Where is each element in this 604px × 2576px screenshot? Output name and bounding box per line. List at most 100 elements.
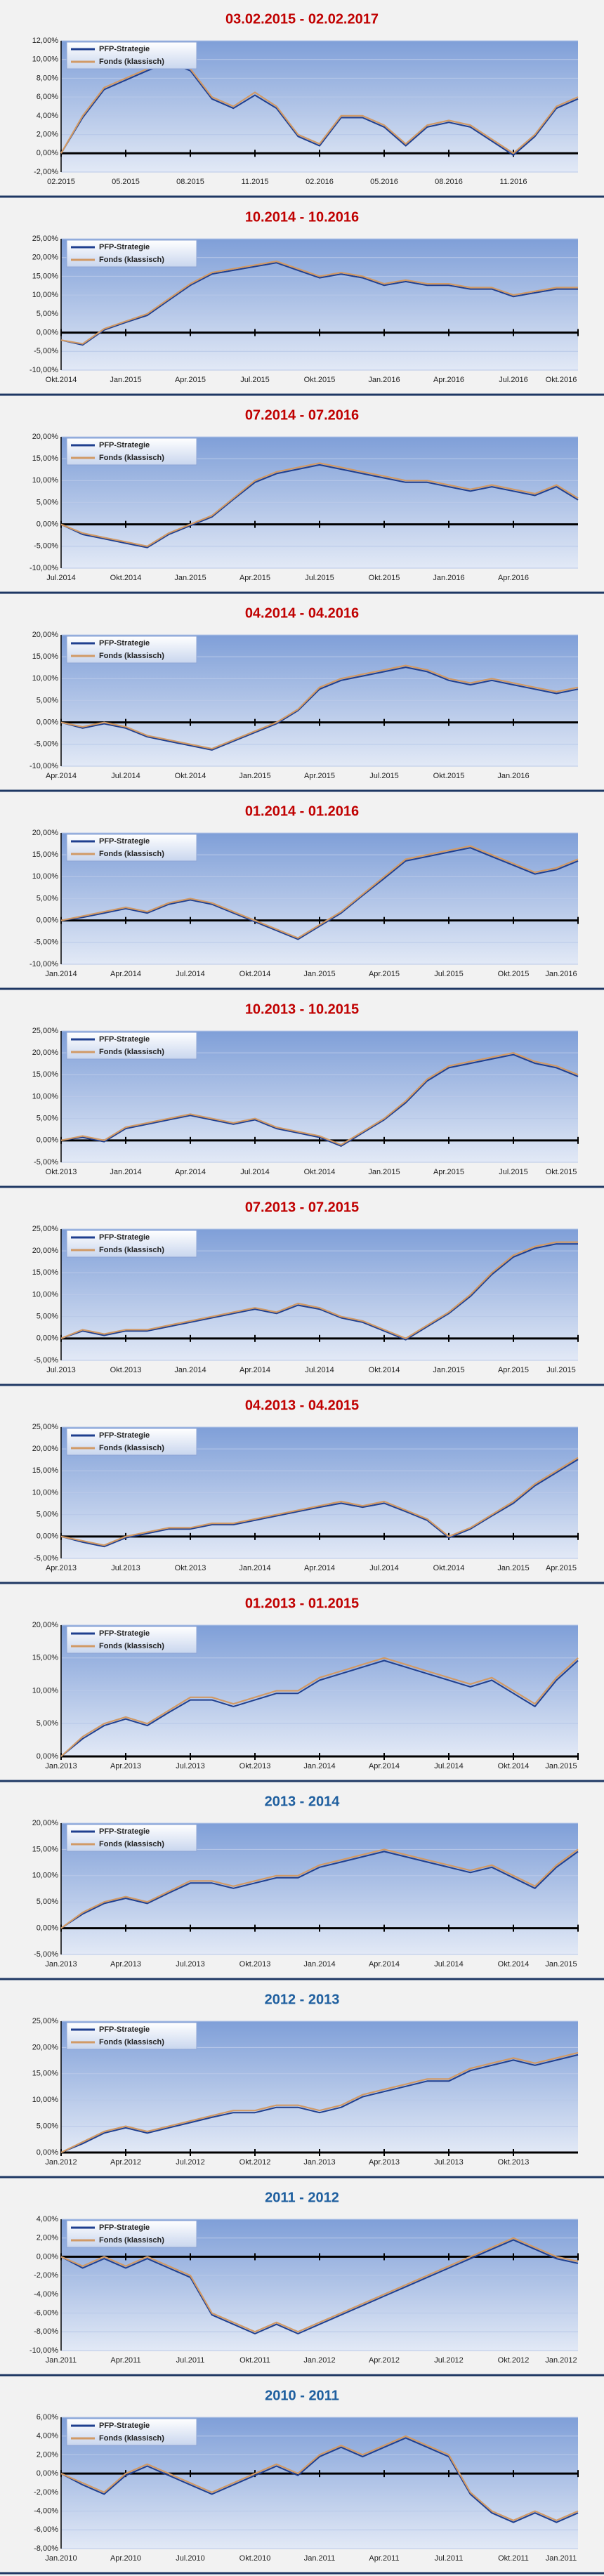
series-line [60,2051,579,2153]
legend-label: PFP-Strategie [99,243,150,251]
x-tick-label: Jan.2014 [45,970,77,978]
x-tick-label: Okt.2014 [433,1564,465,1572]
x-tick-label: Okt.2010 [239,2554,271,2563]
y-tick-label: 15,00% [32,1070,59,1079]
series-line [60,1053,579,1147]
legend-label: Fonds (klassisch) [99,1642,164,1650]
series-line [60,2239,579,2334]
x-tick-label: Apr.2013 [110,1762,141,1770]
legend-label: PFP-Strategie [99,1629,150,1638]
y-tick-label: -8,00% [34,2327,58,2336]
y-tick-label: 0,00% [37,1334,58,1343]
x-tick-label: Okt.2015 [546,1168,577,1176]
y-tick-label: 5,00% [37,2122,58,2131]
x-tick-label: Okt.2012 [239,2158,271,2167]
x-tick-label: Jan.2015 [545,1960,577,1969]
series-line [60,1459,579,1548]
legend-label: Fonds (klassisch) [99,1246,164,1254]
y-tick-label: -8,00% [34,2544,58,2553]
series-line [60,1657,579,1757]
y-tick-label: 4,00% [37,2215,58,2223]
x-tick-label: Okt.2014 [498,1960,530,1969]
x-tick-label: Okt.2014 [46,376,77,384]
x-tick-label: Jul.2015 [434,970,464,978]
x-tick-label: Jul.2011 [435,2554,464,2563]
y-tick-label: 0,00% [37,916,58,925]
x-tick-label: 11.2015 [242,178,269,186]
y-tick-label: -5,00% [34,1356,58,1365]
x-tick-label: Okt.2013 [110,1366,142,1374]
y-tick-label: 0,00% [37,2469,58,2478]
chart-panel: 04.2013 - 04.2015 -5,00% 0,00% 5,00% 10,00% 1… [0,1386,604,1584]
y-tick-label: 25,00% [32,2017,59,2025]
y-tick-label: 0,00% [37,149,58,157]
x-tick-label: Apr.2013 [46,1564,77,1572]
x-tick-label: Jan.2014 [110,1168,141,1176]
y-tick-label: 6,00% [37,2413,58,2421]
y-tick-label: 10,00% [32,476,59,485]
x-tick-label: Jul.2015 [240,376,270,384]
y-tick-label: 5,00% [37,498,58,506]
y-tick-label: 0,00% [37,1924,58,1933]
y-tick-label: 4,00% [37,2432,58,2440]
legend-box [66,438,197,466]
y-tick-label: -2,00% [34,2488,58,2497]
y-tick-label: 2,00% [37,130,58,138]
y-tick-label: -5,00% [34,740,58,749]
legend-label: Fonds (klassisch) [99,256,164,264]
y-tick-label: 15,00% [32,454,59,463]
x-tick-label: Jan.2015 [433,1366,464,1374]
y-tick-label: -10,00% [29,564,58,572]
y-tick-label: 4,00% [37,112,58,120]
legend-label: PFP-Strategie [99,1035,150,1044]
y-tick-label: -2,00% [34,2271,58,2280]
chart-title: 07.2014 - 07.2016 [245,407,359,423]
series-line [60,1457,579,1546]
x-tick-label: Apr.2014 [304,1564,335,1572]
x-tick-label: Apr.2015 [433,1168,464,1176]
y-tick-label: 20,00% [32,1247,59,1255]
legend-label: PFP-Strategie [99,837,150,846]
y-tick-label: 10,00% [32,1488,59,1497]
x-tick-label: Jul.2012 [434,2356,464,2365]
x-tick-label: Apr.2015 [175,376,206,384]
y-tick-label: 20,00% [32,1621,59,1629]
y-tick-label: 20,00% [32,2043,59,2051]
y-tick-label: -6,00% [34,2308,58,2317]
y-tick-label: 12,00% [32,37,59,45]
x-tick-label: Apr.2014 [175,1168,206,1176]
x-tick-label: Jan.2015 [303,970,335,978]
series-line [60,61,579,156]
series-line [60,845,579,939]
legend-label: Fonds (klassisch) [99,1444,164,1452]
x-tick-label: Okt.2014 [498,1762,530,1770]
x-tick-label: Jan.2014 [174,1366,206,1374]
y-tick-label: -4,00% [34,2290,58,2299]
y-tick-label: 5,00% [37,894,58,902]
chart-title: 03.02.2015 - 02.02.2017 [225,11,379,27]
x-tick-label: 02.2015 [47,178,75,186]
x-tick-label: Okt.2013 [498,2158,530,2167]
chart-panel: 10.2014 - 10.2016 -10,00% -5,00% 0,00% 5,00%… [0,198,604,396]
legend-label: PFP-Strategie [99,45,150,53]
x-tick-label: Apr.2014 [239,1366,270,1374]
x-tick-label: Jan.2013 [45,1960,77,1969]
legend-label: PFP-Strategie [99,1431,150,1440]
chart-panel: 2012 - 2013 0,00% 5,00% 10,00% 15,00% 20,00% 2… [0,1980,604,2179]
y-tick-label: 15,00% [32,850,59,859]
legend-label: Fonds (klassisch) [99,1048,164,1056]
x-tick-label: Jan.2012 [303,2356,335,2365]
series-line [60,2437,579,2523]
x-tick-label: Jul.2014 [305,1366,334,1374]
y-tick-label: 0,00% [37,1532,58,1541]
x-tick-label: Okt.2013 [239,1960,271,1969]
y-tick-label: 10,00% [32,674,59,683]
y-tick-label: 15,00% [32,272,59,280]
x-tick-label: Okt.2014 [175,772,206,780]
y-tick-label: 5,00% [37,1115,58,1123]
x-tick-label: Jan.2014 [239,1564,270,1572]
y-tick-label: -6,00% [34,2525,58,2534]
y-tick-label: 20,00% [32,1049,59,1057]
x-tick-label: Jan.2016 [433,574,464,582]
y-tick-label: 5,00% [37,1719,58,1728]
